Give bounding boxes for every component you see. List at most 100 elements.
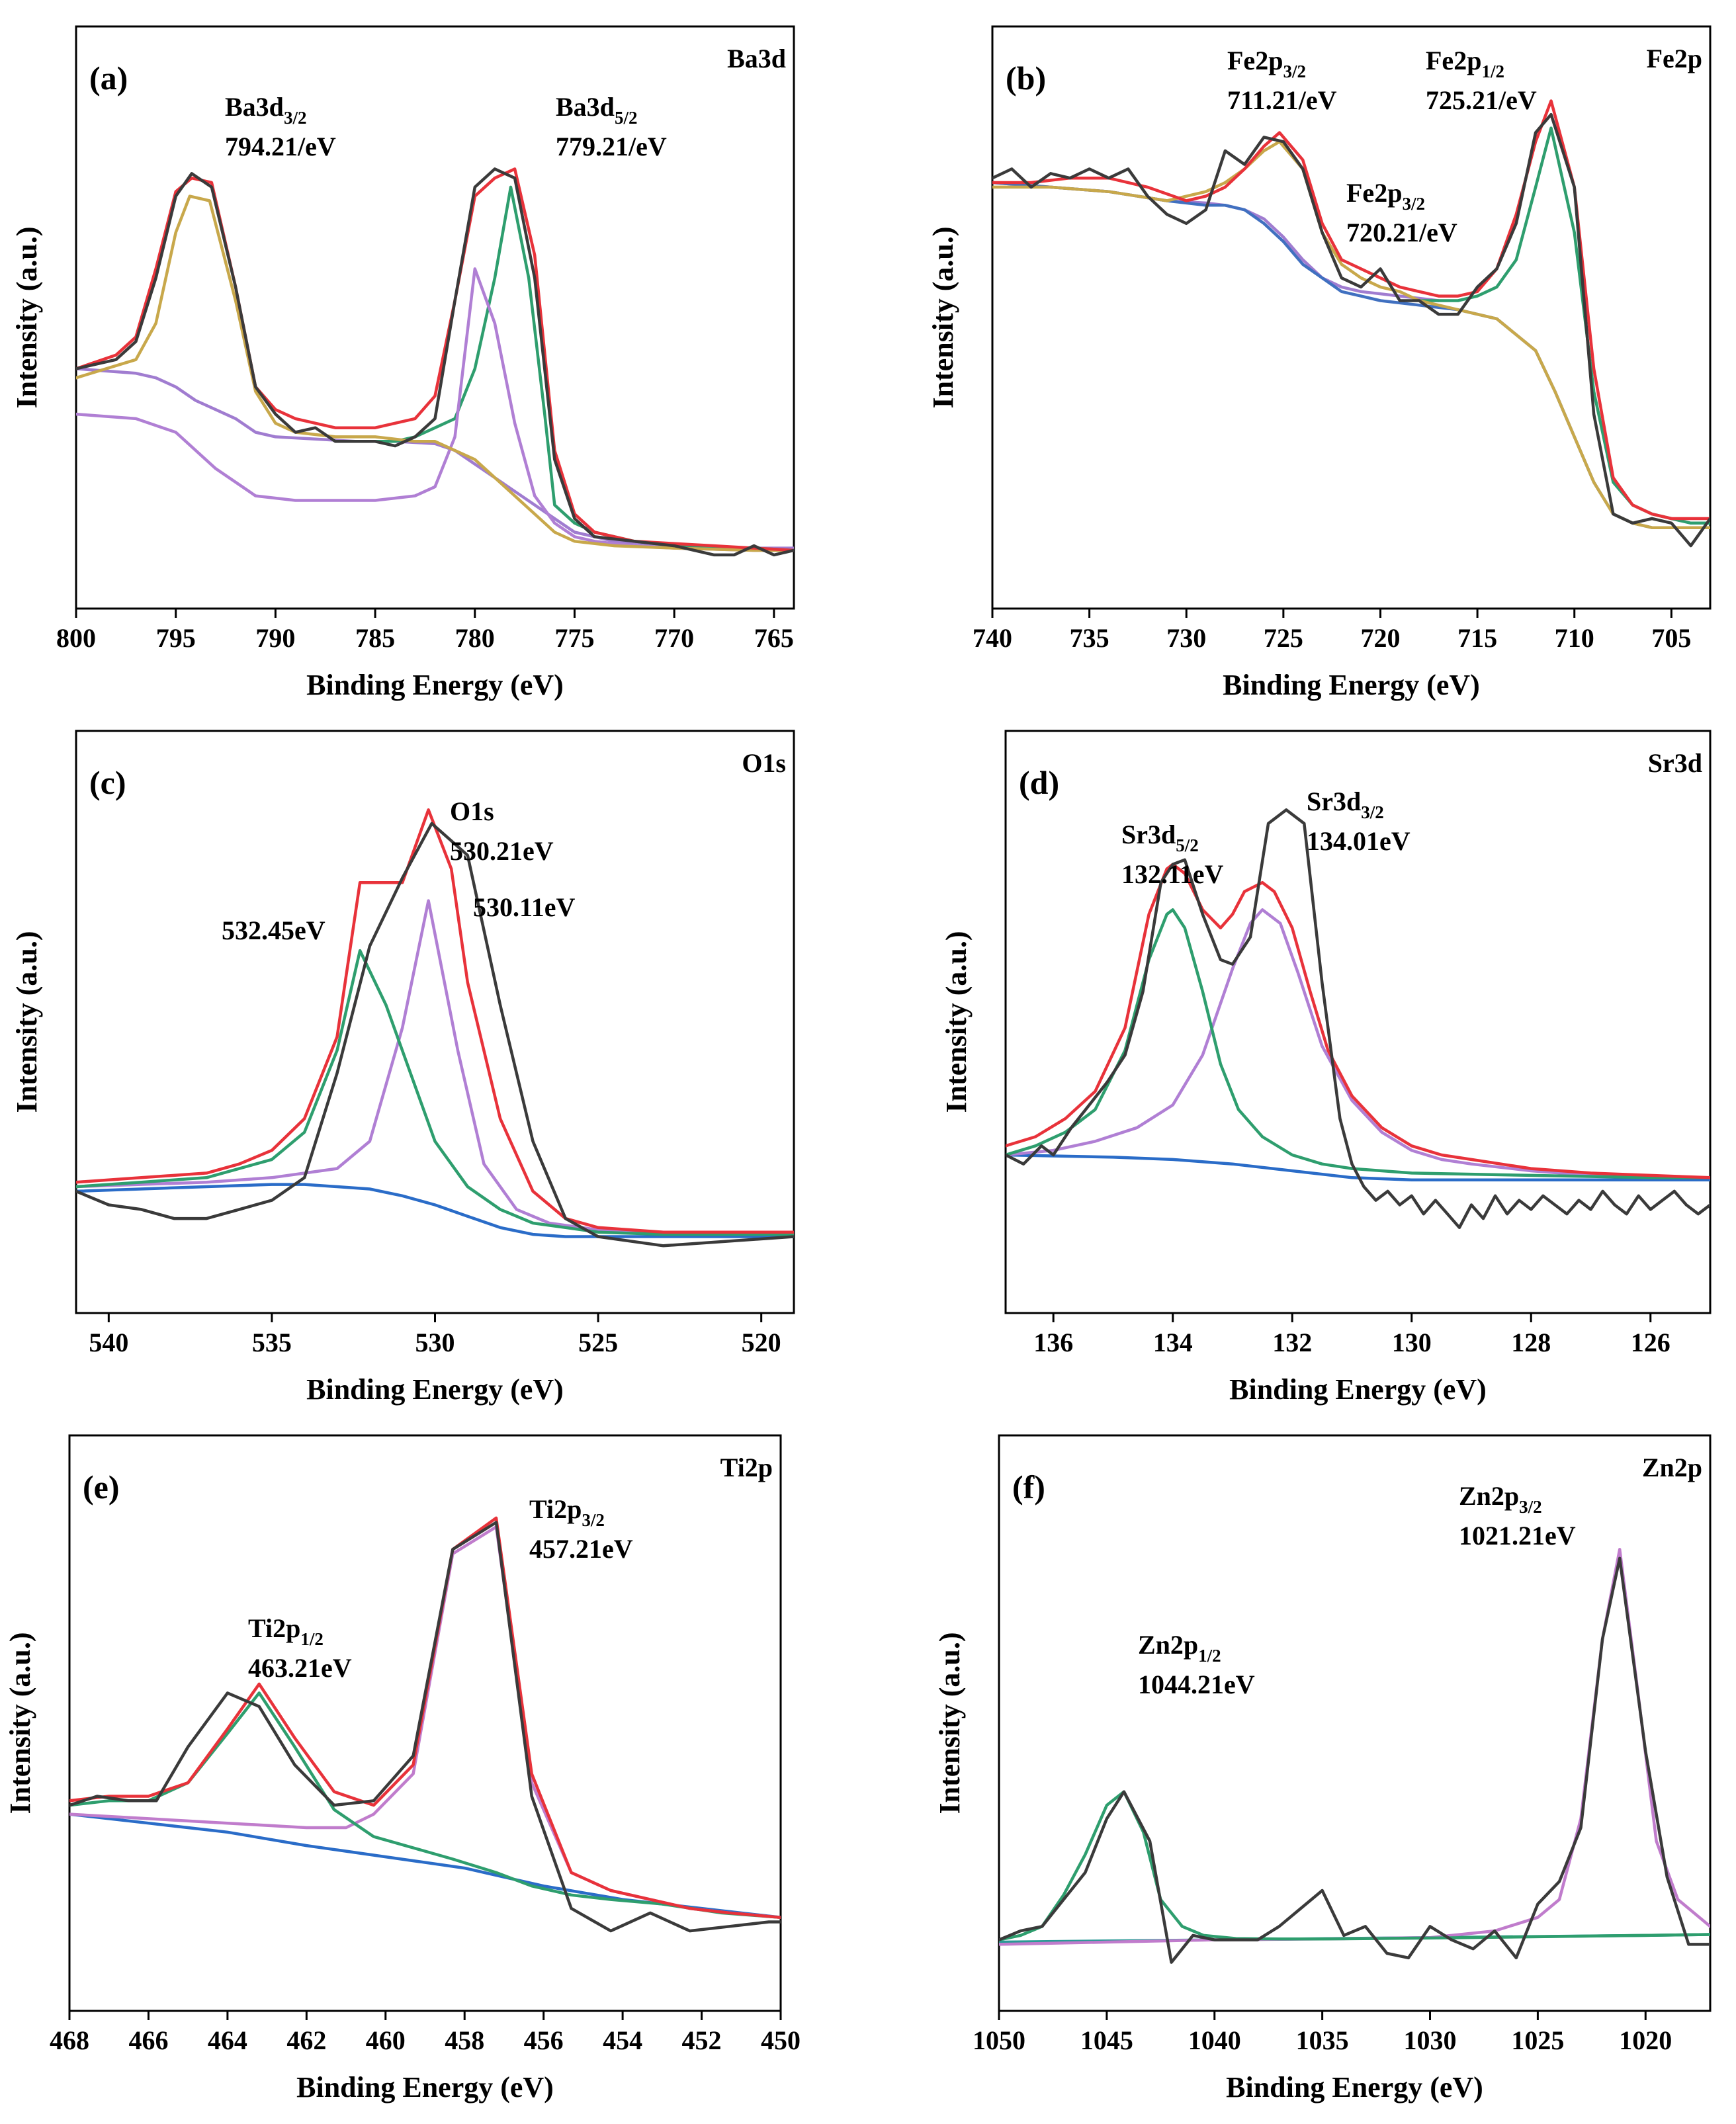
x-tick-label: 136 [1033,1328,1073,1357]
plot-frame [1004,730,1712,1314]
series-line-532-45ev [76,949,794,1236]
series-line-raw [1006,808,1710,1230]
x-tick-label: 765 [754,623,794,653]
series-group [1006,808,1710,1230]
peak-energy: 720.21/eV [1346,218,1457,247]
x-tick-label: 535 [252,1328,292,1357]
y-axis-label: Intensity (a.u.) [927,226,959,408]
x-tick-label: 1020 [1619,2025,1672,2055]
element-label: Zn2p [1642,1453,1702,1482]
series-line-sr3d5-2 [1006,908,1710,1179]
series-line-fit [1006,863,1710,1179]
x-tick-label: 530 [415,1328,455,1357]
x-tick-label: 1035 [1296,2025,1349,2055]
x-tick-label: 452 [682,2025,722,2055]
element-label: Ba3d [727,44,786,73]
panel-c: 540 535 530 525 520 Binding Energy (eV) Intens… [11,730,795,1406]
x-tick-label: 785 [355,623,395,653]
series-group [76,808,794,1248]
x-tick-label: 795 [156,623,196,653]
panel-label: (a) [89,60,128,97]
x-tick-label: 730 [1166,623,1206,653]
element-label: O1s [742,748,786,778]
plot-frame [991,25,1712,610]
peak-energy: 1021.21eV [1459,1521,1576,1551]
peak-energy: 532.45eV [222,915,326,945]
element-label: Ti2p [720,1453,773,1482]
x-tick-label: 715 [1457,623,1497,653]
peak-energy: 463.21eV [248,1653,352,1683]
peak-energy: 779.21/eV [556,132,667,161]
series-group [999,1548,1710,1964]
peak-energy: 132.11eV [1121,859,1224,889]
panel-e: 468 466 464 462 460 458 456 454 452 450 Binding En… [4,1434,801,2103]
series-line-ba3d5-2-a [76,267,794,552]
series-line-raw [76,822,794,1248]
panel-a: 800 795 790 785 780 775 770 765 Binding Energy (… [11,25,795,701]
series-line-raw [69,1521,781,1933]
x-tick-label: 126 [1631,1328,1671,1357]
x-tick-label: 450 [761,2025,801,2055]
x-tick-label: 1040 [1188,2025,1241,2055]
peak-energy: 134.01eV [1307,826,1410,856]
x-tick-label: 705 [1651,623,1691,653]
peak-energy: 530.21eV [450,836,554,866]
series-group [992,99,1710,548]
element-label: Fe2p [1647,44,1702,73]
y-axis-label: Intensity (a.u.) [940,931,973,1113]
series-line-sr3d3-2 [1006,908,1710,1179]
x-tick-label: 800 [56,623,96,653]
x-tick-label: 132 [1272,1328,1312,1357]
peak-annotation: O1s 530.21eV [450,796,554,866]
peak-annotation: 532.45eV [222,915,326,945]
x-tick-label: 780 [455,623,495,653]
y-axis-label: Intensity (a.u.) [11,226,43,408]
peak-energy: 457.21eV [529,1534,633,1564]
x-tick-label: 770 [654,623,694,653]
x-tick-label: 775 [554,623,594,653]
x-tick-label: 466 [128,2025,168,2055]
y-axis-label: Intensity (a.u.) [11,931,43,1113]
peak-energy: 725.21/eV [1426,85,1537,115]
x-tick-label: 1025 [1511,2025,1564,2055]
x-tick-label: 735 [1070,623,1109,653]
x-tick-label: 720 [1360,623,1400,653]
x-tick-label: 454 [603,2025,642,2055]
x-axis-label: Binding Energy (eV) [306,1373,564,1406]
x-tick-label: 790 [255,623,295,653]
x-tick-label: 464 [208,2025,247,2055]
x-axis-label: Binding Energy (eV) [296,2071,554,2103]
x-tick-label: 456 [524,2025,564,2055]
x-tick-label: 134 [1153,1328,1193,1357]
peak-name: O1s [450,796,494,826]
plot-frame [998,1434,1712,2012]
series-line-background [1006,1153,1710,1181]
series-group [76,167,794,557]
panel-label: (d) [1019,764,1059,801]
peak-energy: 711.21/eV [1227,85,1337,115]
element-label: Sr3d [1648,748,1702,778]
x-tick-label: 1050 [973,2025,1025,2055]
x-tick-label: 462 [286,2025,326,2055]
x-tick-label: 525 [578,1328,618,1357]
series-line-raw [76,167,794,557]
y-axis-label: Intensity (a.u.) [4,1632,36,1814]
panel-label: (e) [83,1468,120,1506]
x-axis-label: Binding Energy (eV) [1229,1373,1487,1406]
peak-annotation: 530.11eV [473,892,576,922]
series-line-fit [76,167,794,552]
peak-energy: 1044.21eV [1138,1670,1255,1699]
series-line-raw [999,1556,1710,1964]
x-tick-label: 128 [1511,1328,1551,1357]
x-tick-label: 458 [445,2025,484,2055]
panel-label: (b) [1006,60,1046,97]
peak-energy: 530.11eV [473,892,576,922]
peak-energy: 794.21/eV [225,132,336,161]
x-tick-label: 725 [1264,623,1303,653]
x-tick-label: 1030 [1404,2025,1457,2055]
series-line-background [76,1183,794,1238]
plot-frame [75,25,795,610]
x-axis-label: Binding Energy (eV) [306,669,564,701]
series-line-ba3d3-2 [76,194,794,552]
x-tick-label: 130 [1392,1328,1432,1357]
